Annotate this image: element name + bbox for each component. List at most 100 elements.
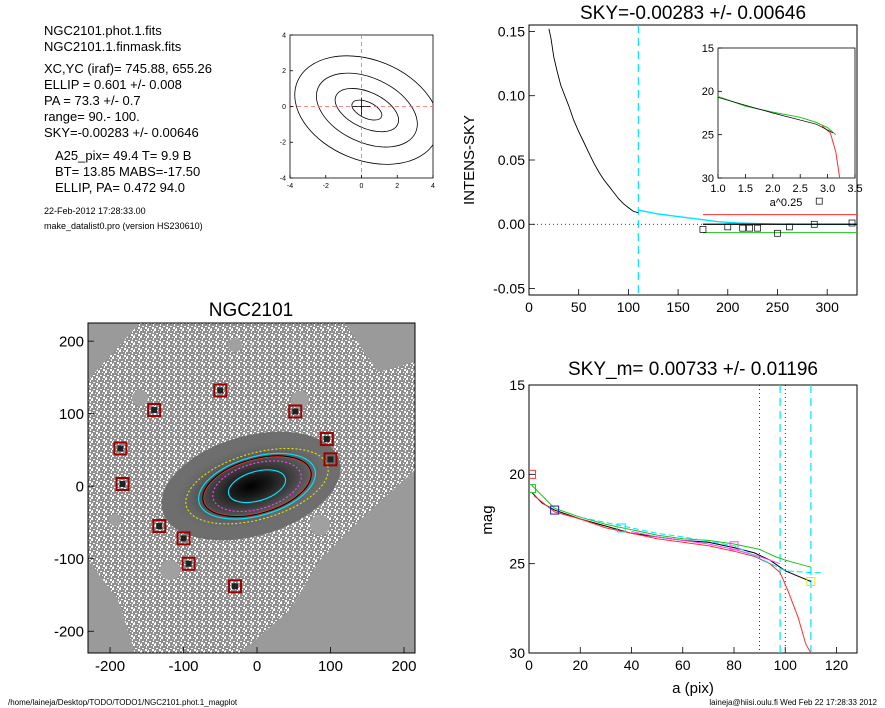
contour-line xyxy=(351,99,383,121)
mag-profile-green xyxy=(531,484,812,568)
x-tick-label: -4 xyxy=(287,183,293,190)
x-tick-label: 0 xyxy=(360,183,364,190)
mag-plot-frame xyxy=(528,384,858,654)
isophote-ellipse xyxy=(202,456,312,517)
sky-box-marker xyxy=(181,556,196,571)
mag-profile-cyan xyxy=(580,516,824,574)
x-tick-label: 2.0 xyxy=(765,183,780,195)
masked-region xyxy=(160,560,180,580)
mag-square-marker xyxy=(729,541,739,551)
x-tick-label: 0 xyxy=(525,657,533,673)
sky-box-fill xyxy=(117,445,124,452)
sky-box-fill xyxy=(156,523,163,530)
mag-plot-ylabel: mag xyxy=(479,505,496,534)
sky-box-marker xyxy=(152,519,167,534)
mag-square-marker xyxy=(550,505,560,515)
mag-square-marker xyxy=(616,523,626,533)
x-tick-label: 2.5 xyxy=(793,183,808,195)
sky-square-marker xyxy=(848,219,856,227)
mag-plot-xlabel: a (pix) xyxy=(672,680,714,697)
sky-square-marker xyxy=(739,224,747,232)
inset-series xyxy=(718,96,841,178)
sky-box-fill xyxy=(292,408,299,415)
inset-black-profile xyxy=(718,97,834,134)
y-tick-label: 100 xyxy=(59,406,84,423)
y-tick-label: 0.05 xyxy=(498,152,525,168)
footer-path: /home/laineja/Desktop/TODO/TODO1/NGC2101… xyxy=(8,698,238,707)
sky-box-marker xyxy=(323,452,338,467)
fit-ellipse xyxy=(202,455,312,518)
y-tick-label: -2 xyxy=(280,140,286,147)
sky-plot-title: SKY=-0.00283 +/- 0.00646 xyxy=(580,3,806,24)
footer-user: laineja@hiisi.oulu.fi Wed Feb 22 17:28:3… xyxy=(709,698,877,707)
x-tick-label: 1.5 xyxy=(738,183,753,195)
sky-square-marker xyxy=(815,197,823,205)
y-tick-label: 200 xyxy=(59,333,84,350)
mag-profile-plot: SKY_m= 0.00733 +/- 0.01196 mag a (pix) 0… xyxy=(479,359,858,697)
sky-box-fill xyxy=(323,436,330,443)
masked-region xyxy=(132,390,148,406)
info-pa: PA = 73.3 +/- 0.7 xyxy=(44,93,141,108)
sky-square-marker xyxy=(724,223,732,231)
image-frame xyxy=(87,322,416,654)
contour-lines xyxy=(294,55,433,165)
y-tick-label: 0 xyxy=(76,478,84,495)
sky-box-marker xyxy=(147,403,162,418)
y-tick-label: 0 xyxy=(282,104,286,111)
sky-box-fill xyxy=(151,407,158,414)
info-ellip: ELLIP = 0.601 +/- 0.008 xyxy=(44,77,182,92)
contour-line xyxy=(334,88,399,133)
sky-box-fill xyxy=(180,535,187,542)
intensity-profile xyxy=(548,28,639,214)
y-tick-label: 0.15 xyxy=(498,23,525,39)
x-tick-label: 300 xyxy=(816,299,840,315)
sky-box-marker xyxy=(288,404,303,419)
contour-line xyxy=(315,72,418,148)
masked-region xyxy=(310,515,330,535)
info-center: XC,YC (iraf)= 745.88, 655.26 xyxy=(44,61,212,76)
sky-box-marker xyxy=(227,579,242,594)
y-tick-label: -200 xyxy=(54,623,84,640)
x-tick-label: -2 xyxy=(323,183,329,190)
x-tick-label: 4 xyxy=(431,183,435,190)
info-filename: NGC2101.phot.1.fits xyxy=(44,23,162,38)
info-maskfile: NGC2101.1.finmask.fits xyxy=(44,39,182,54)
y-tick-label: 25 xyxy=(702,130,714,142)
sky-plot-ylabel: INTENS-SKY xyxy=(461,115,478,205)
image-axes: -200 -100 0 100 200 200 100 0 -100 -200 xyxy=(54,333,417,675)
x-tick-label: 200 xyxy=(391,658,416,675)
contour-marks: -4 -2 0 2 4 4 2 0 -2 -4 xyxy=(280,32,435,190)
sky-series xyxy=(529,25,857,295)
galaxy-image-panel: NGC2101 -200 -100 0 100 200 200 100 0 -100 -200 xyxy=(54,300,417,675)
inset-frame xyxy=(717,47,856,179)
x-tick-label: 3.5 xyxy=(847,183,862,195)
info-range: range= 90.- 100. xyxy=(44,109,140,124)
y-tick-label: 15 xyxy=(509,377,525,393)
sky-box-fill xyxy=(217,387,224,394)
sky-square-marker xyxy=(699,226,707,233)
image-marks xyxy=(113,383,338,594)
x-tick-label: -100 xyxy=(169,658,199,675)
image-pixels xyxy=(88,323,415,653)
mag-plot-title: SKY_m= 0.00733 +/- 0.01196 xyxy=(568,359,818,380)
y-tick-label: 15 xyxy=(702,43,714,55)
x-tick-label: 250 xyxy=(766,299,790,315)
sky-box-fill xyxy=(119,481,126,488)
mag-profile-magenta xyxy=(631,531,781,565)
y-tick-label: 0.00 xyxy=(498,216,525,232)
y-tick-label: 30 xyxy=(702,173,714,185)
x-tick-label: 1.0 xyxy=(710,183,725,195)
masked-region xyxy=(228,338,242,352)
info-ellip-pa: ELLIP, PA= 0.472 94.0 xyxy=(55,180,185,195)
sky-square-marker xyxy=(786,223,793,231)
isophote-ellipse xyxy=(227,469,287,504)
isophote-ellipse xyxy=(212,460,302,512)
sky-square-marker xyxy=(746,224,754,232)
y-tick-label: 20 xyxy=(509,466,525,482)
y-tick-label: 25 xyxy=(509,556,525,572)
intensity-profile-outer xyxy=(638,209,857,225)
y-tick-label: 4 xyxy=(282,32,286,39)
contour-plot: -4 -2 0 2 4 4 2 0 -2 -4 xyxy=(280,32,435,190)
mag-square-marker xyxy=(529,469,537,479)
